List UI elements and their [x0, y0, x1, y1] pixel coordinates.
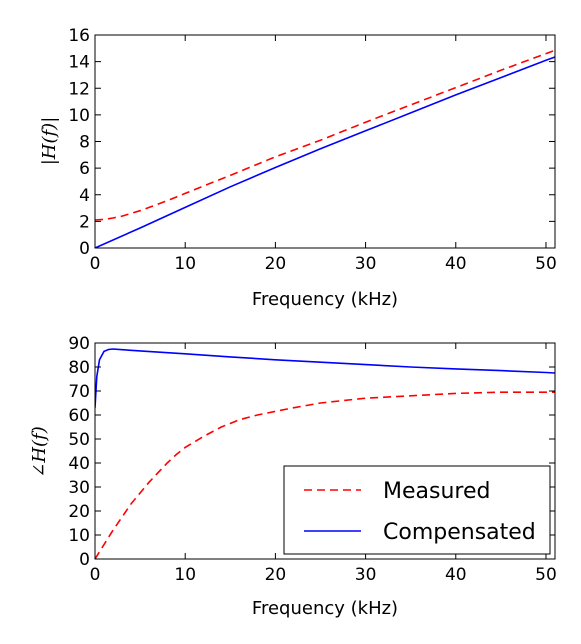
plot-frame	[94, 342, 556, 560]
x-tick-label: 20	[265, 254, 287, 274]
x-axis-label: Frequency (kHz)	[252, 289, 398, 310]
y-tick-label: 70	[68, 382, 90, 402]
x-tick-label: 0	[90, 565, 101, 585]
legend: Measured Compensated	[283, 465, 551, 555]
legend-box	[283, 465, 551, 555]
y-tick-label: 10	[68, 106, 90, 126]
y-tick-label: 80	[68, 358, 90, 378]
legend-label-measured: Measured	[383, 479, 490, 504]
y-tick-label: 20	[68, 502, 90, 522]
y-tick-label: 0	[79, 239, 90, 259]
x-tick-label: 40	[445, 565, 467, 585]
y-tick-label: 50	[68, 430, 90, 450]
x-tick-label: 50	[535, 254, 557, 274]
y-tick-label: 60	[68, 406, 90, 426]
phase-plot: Frequency (kHz) ∠H(f) 0 10 20 30 40 500102030…	[29, 334, 557, 619]
series-line-measured	[95, 49, 555, 221]
y-tick-label: 12	[68, 79, 90, 99]
x-tick-label: 30	[355, 254, 377, 274]
y-tick-label: 8	[79, 133, 90, 153]
x-axis-label: Frequency (kHz)	[252, 598, 398, 619]
x-tick-label: 10	[174, 254, 196, 274]
y-tick-label: 10	[68, 526, 90, 546]
y-tick-label: 0	[79, 550, 90, 570]
x-tick-label: 30	[355, 565, 377, 585]
x-tick-label: 0	[90, 254, 101, 274]
y-tick-label: 4	[79, 186, 90, 206]
y-tick-label: 40	[68, 454, 90, 474]
x-tick-label: 50	[535, 565, 557, 585]
legend-label-compensated: Compensated	[383, 520, 536, 545]
y-tick-label: 90	[68, 334, 90, 354]
y-tick-label: 30	[68, 478, 90, 498]
x-tick-label: 20	[265, 565, 287, 585]
magnitude-plot: Frequency (kHz) |H(f)| 0 10 20 30 40 50 0 2 4 6 8 1…	[39, 26, 557, 310]
y-tick-label: 14	[68, 53, 90, 73]
series-line-compensated	[95, 348, 555, 408]
y-axis-label: ∠H(f)	[29, 426, 50, 478]
series-line-compensated	[95, 56, 555, 248]
plot-frame	[94, 34, 556, 249]
y-tick-label: 2	[79, 212, 90, 232]
x-tick-label: 40	[445, 254, 467, 274]
y-tick-label: 6	[79, 159, 90, 179]
x-tick-label: 10	[174, 565, 196, 585]
y-tick-label: 16	[68, 26, 90, 46]
y-axis-label: |H(f)|	[39, 117, 60, 166]
